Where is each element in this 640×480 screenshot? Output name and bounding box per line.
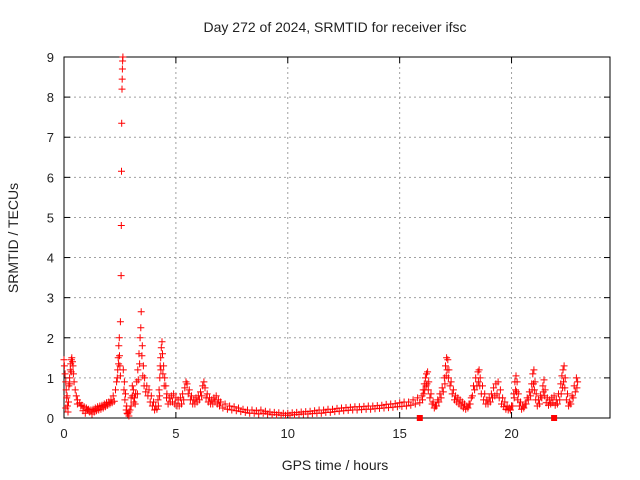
y-axis-label: SRMTID / TECUs: [5, 183, 21, 293]
square-marker: [417, 415, 423, 421]
x-tick-label: 10: [281, 426, 295, 441]
y-tick-label: 3: [47, 291, 54, 306]
y-tick-label: 8: [47, 90, 54, 105]
y-tick-label: 6: [47, 170, 54, 185]
y-tick-label: 7: [47, 130, 54, 145]
x-axis-label: GPS time / hours: [282, 457, 389, 473]
x-tick-label: 5: [172, 426, 179, 441]
square-marker: [551, 415, 557, 421]
y-tick-label: 1: [47, 371, 54, 386]
y-tick-label: 9: [47, 50, 54, 65]
y-tick-label: 2: [47, 331, 54, 346]
chart: Day 272 of 2024, SRMTID for receiver ifs…: [0, 0, 640, 480]
x-tick-label: 20: [504, 426, 518, 441]
y-tick-label: 4: [47, 251, 54, 266]
y-tick-label: 5: [47, 210, 54, 225]
x-tick-label: 15: [392, 426, 406, 441]
chart-title: Day 272 of 2024, SRMTID for receiver ifs…: [204, 19, 467, 35]
x-tick-label: 0: [60, 426, 67, 441]
y-tick-label: 0: [47, 411, 54, 426]
